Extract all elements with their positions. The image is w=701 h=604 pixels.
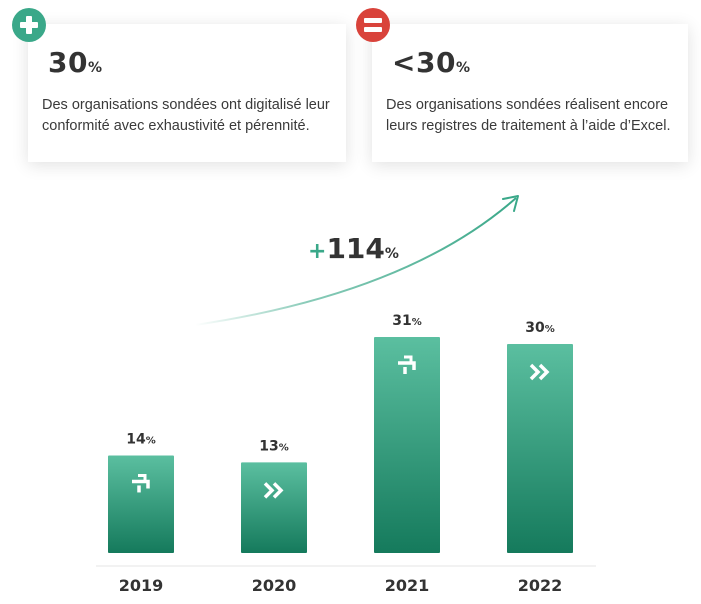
year-label-2020: 2020 — [252, 576, 297, 595]
trend-up-icon — [398, 355, 416, 374]
plus-icon — [12, 8, 46, 42]
value-label-box — [384, 308, 430, 330]
value-label-box — [251, 433, 297, 456]
stat-card-digitalized: 30% Des organisations sondées ont digita… — [12, 8, 346, 162]
trend-up-icon — [132, 473, 150, 493]
growth-label: +114% — [308, 232, 399, 265]
value-label-2021: 31% — [392, 313, 422, 329]
bar-2020 — [241, 462, 307, 553]
stat-value: <30% — [392, 46, 471, 79]
value-label-box — [118, 426, 164, 449]
value-label-2022: 30% — [525, 320, 555, 336]
bar-2021 — [374, 337, 440, 553]
value-label-2020: 13% — [259, 438, 289, 454]
equals-icon — [356, 8, 390, 42]
year-label-2022: 2022 — [518, 576, 563, 595]
bar-2019 — [108, 455, 174, 553]
value-label-box — [517, 314, 563, 337]
stat-description: Des organisations sondées ont digitalisé… — [42, 97, 330, 134]
double-chevron-icon — [263, 482, 284, 499]
year-label-2019: 2019 — [119, 576, 164, 595]
bar-2022 — [507, 343, 573, 553]
double-chevron-icon — [529, 363, 550, 381]
stat-card-excel: <30% Des organisations sondées réalisent… — [356, 8, 688, 162]
stat-value: 30% — [48, 46, 103, 79]
year-label-2021: 2021 — [385, 576, 430, 595]
growth-arrow-curve — [194, 197, 517, 326]
stat-description: Des organisations sondées réalisent enco… — [386, 97, 671, 134]
value-label-2019: 14% — [126, 431, 156, 447]
growth-arrow-head — [502, 195, 519, 212]
